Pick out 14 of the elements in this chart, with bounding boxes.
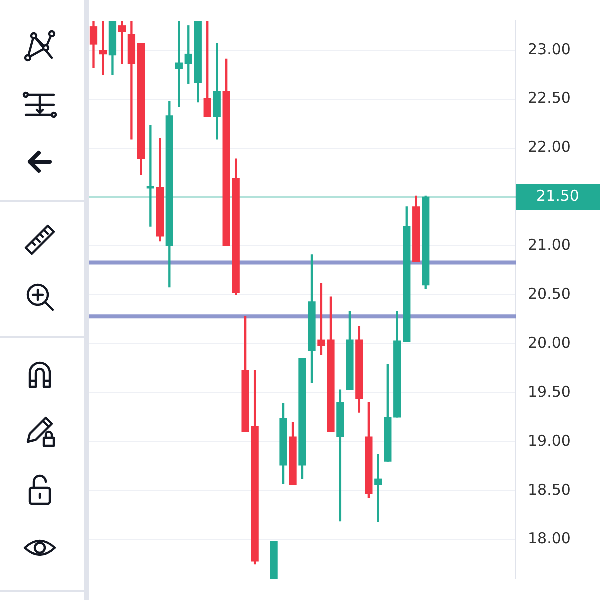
candlestick	[99, 21, 108, 76]
y-tick-label: 20.00	[528, 334, 571, 352]
y-tick-label: 18.50	[528, 480, 571, 499]
y-tick-label: 22.50	[528, 89, 571, 108]
y-tick-label: 22.00	[528, 138, 571, 156]
y-tick-label: 20.50	[528, 284, 571, 303]
y-tick-label: 19.00	[528, 432, 571, 450]
y-tick-label: 23.00	[528, 40, 571, 58]
candlestick	[118, 21, 126, 64]
y-tick-label: 21.00	[528, 236, 571, 254]
y-tick-label: 19.50	[528, 382, 571, 401]
y-tick-label: 18.00	[528, 530, 571, 548]
ref-line-label: 21.50	[536, 187, 580, 206]
candlestick	[146, 125, 155, 227]
